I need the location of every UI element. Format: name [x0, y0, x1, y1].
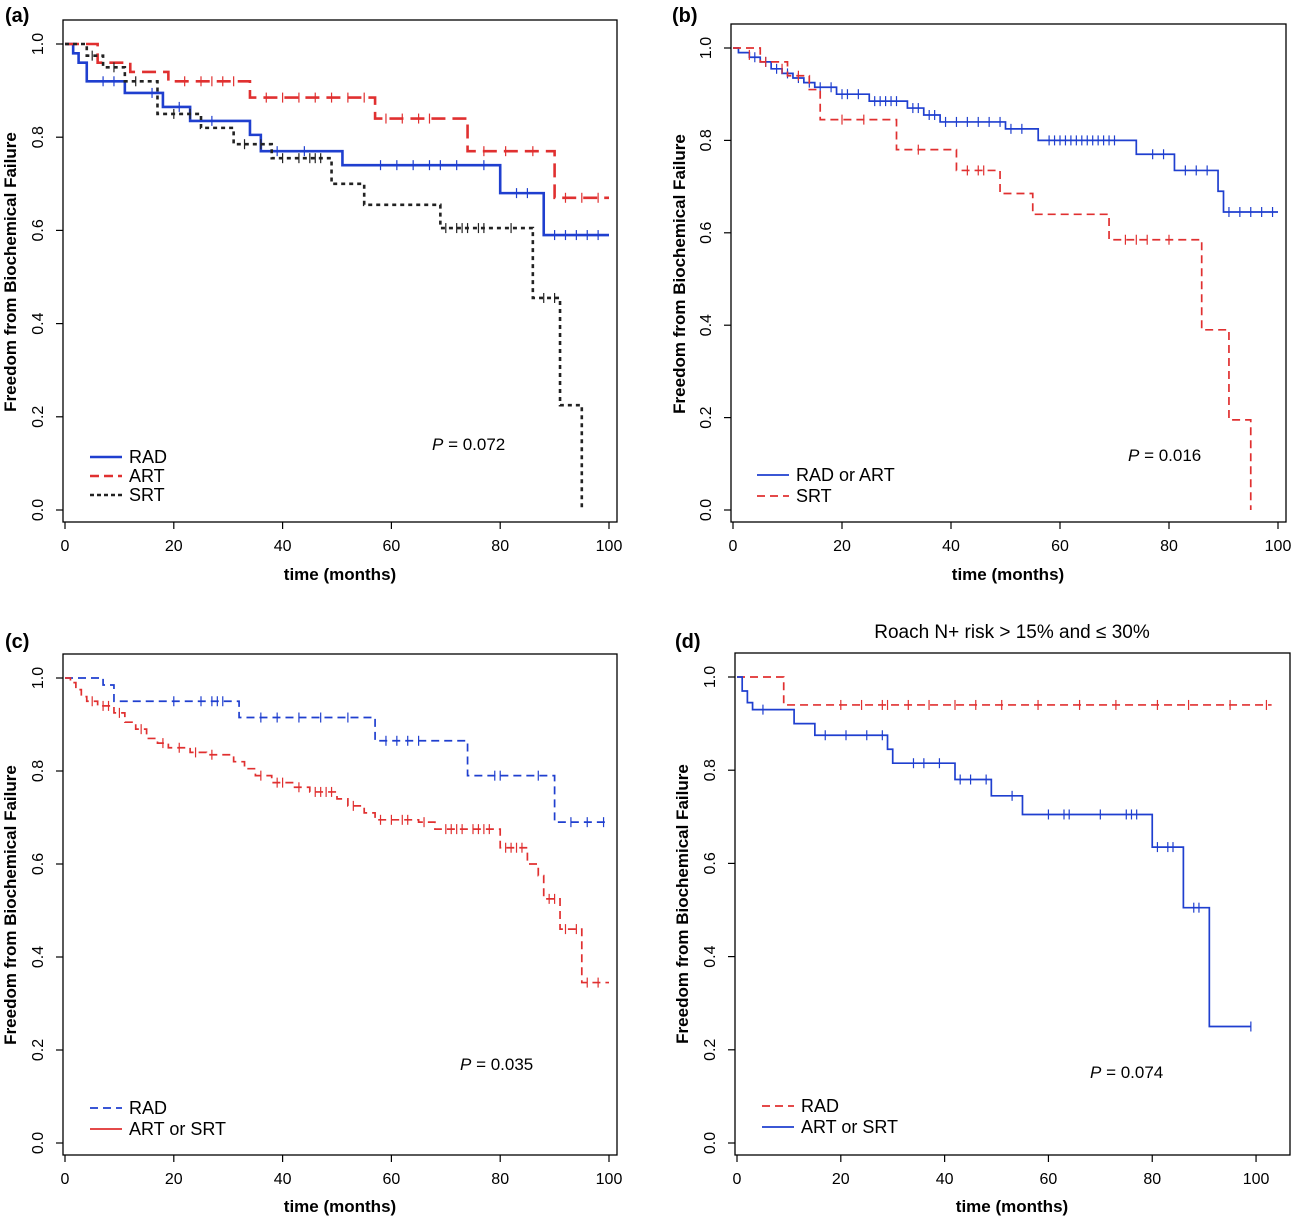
- p-value-text: = 0.035: [471, 1055, 533, 1074]
- x-tick-label: 60: [383, 538, 401, 555]
- y-tick-label: 0.6: [702, 852, 719, 874]
- x-tick-label: 60: [383, 1171, 401, 1188]
- x-tick-label: 20: [165, 1171, 183, 1188]
- x-tick-label: 20: [833, 538, 851, 555]
- x-tick-label: 80: [491, 538, 509, 555]
- x-tick-label: 60: [1040, 1171, 1058, 1188]
- y-tick-label: 0.8: [30, 126, 47, 148]
- x-tick-label: 100: [596, 1171, 623, 1188]
- panel-a: (a) Freedom from Biochemical Failure time …: [1, 5, 622, 584]
- series-line-srt: [733, 47, 1252, 510]
- x-axis-label: time (months): [284, 565, 396, 584]
- x-axis-label: time (months): [952, 565, 1064, 584]
- p-value-symbol: P: [460, 1055, 472, 1074]
- y-axis-label: Freedom from Biochemical Failure: [670, 134, 689, 414]
- y-tick-label: 0.2: [30, 406, 47, 428]
- y-axis-label: Freedom from Biochemical Failure: [1, 132, 20, 412]
- panel-label: (b): [672, 5, 698, 27]
- legend-label: RAD: [801, 1096, 839, 1116]
- legend-label: SRT: [796, 486, 832, 506]
- legend-label: SRT: [129, 485, 165, 505]
- series-line-art-or-srt: [65, 677, 609, 984]
- x-axis-label: time (months): [956, 1197, 1068, 1216]
- series-line-rad-or-art: [733, 47, 1278, 213]
- p-value-text: = 0.016: [1139, 446, 1201, 465]
- legend-label: RAD or ART: [796, 465, 895, 485]
- p-value-symbol: P: [432, 435, 444, 454]
- x-tick-label: 80: [1143, 1171, 1161, 1188]
- x-tick-label: 20: [832, 1171, 850, 1188]
- panel-c: (c) Freedom from Biochemical Failure time …: [1, 631, 622, 1216]
- p-value-annotation: P = 0.035: [460, 1055, 533, 1074]
- x-tick-label: 0: [729, 538, 738, 555]
- y-axis-label: Freedom from Biochemical Failure: [673, 764, 692, 1044]
- panel-label: (a): [5, 5, 29, 27]
- x-tick-label: 40: [274, 538, 292, 555]
- legend-label: ART or SRT: [801, 1117, 898, 1137]
- y-tick-label: 0.0: [702, 1132, 719, 1154]
- y-tick-label: 0.2: [30, 1039, 47, 1061]
- y-tick-label: 0.6: [698, 222, 715, 244]
- panel-label: (c): [5, 631, 29, 653]
- x-tick-label: 80: [1160, 538, 1178, 555]
- panel-d: (d) Roach N+ risk > 15% and ≤ 30% Freedom …: [673, 622, 1291, 1216]
- x-tick-label: 100: [1265, 538, 1292, 555]
- p-value-annotation: P = 0.074: [1090, 1063, 1163, 1082]
- y-tick-label: 0.4: [30, 946, 47, 968]
- x-tick-label: 40: [274, 1171, 292, 1188]
- x-tick-label: 80: [491, 1171, 509, 1188]
- p-value-annotation: P = 0.016: [1128, 446, 1201, 465]
- legend-label: RAD: [129, 447, 167, 467]
- p-value-text: = 0.074: [1101, 1063, 1163, 1082]
- y-tick-label: 1.0: [30, 667, 47, 689]
- y-tick-label: 0.0: [30, 499, 47, 521]
- y-tick-label: 0.6: [30, 219, 47, 241]
- x-tick-label: 40: [942, 538, 960, 555]
- panel-b: (b) Freedom from Biochemical Failure time …: [670, 5, 1291, 584]
- p-value-text: = 0.072: [443, 435, 505, 454]
- series-line-art-or-srt: [737, 676, 1251, 1028]
- p-value-symbol: P: [1090, 1063, 1102, 1082]
- y-tick-label: 0.2: [698, 406, 715, 428]
- plot-frame: [734, 652, 1291, 1156]
- y-tick-label: 0.6: [30, 853, 47, 875]
- plot-frame: [730, 23, 1287, 523]
- y-tick-label: 0.4: [702, 945, 719, 967]
- y-tick-label: 0.8: [698, 129, 715, 151]
- x-tick-label: 0: [61, 538, 70, 555]
- legend-label: RAD: [129, 1098, 167, 1118]
- plot-frame: [62, 19, 618, 523]
- x-tick-label: 100: [1243, 1171, 1270, 1188]
- p-value-symbol: P: [1128, 446, 1140, 465]
- y-tick-label: 1.0: [30, 33, 47, 55]
- x-tick-label: 20: [165, 538, 183, 555]
- series-line-art: [65, 42, 609, 200]
- legend-label: ART: [129, 466, 165, 486]
- y-axis-label: Freedom from Biochemical Failure: [1, 765, 20, 1045]
- plot-frame: [62, 653, 618, 1156]
- x-tick-label: 60: [1051, 538, 1069, 555]
- series-line-rad: [65, 677, 609, 823]
- x-tick-label: 40: [936, 1171, 954, 1188]
- p-value-annotation: P = 0.072: [432, 435, 505, 454]
- legend-label: ART or SRT: [129, 1119, 226, 1139]
- y-tick-label: 0.0: [698, 499, 715, 521]
- x-tick-label: 100: [596, 538, 623, 555]
- x-axis-label: time (months): [284, 1197, 396, 1216]
- y-tick-label: 1.0: [702, 666, 719, 688]
- y-tick-label: 0.0: [30, 1132, 47, 1154]
- y-tick-label: 1.0: [698, 37, 715, 59]
- y-tick-label: 0.8: [30, 760, 47, 782]
- y-tick-label: 0.4: [698, 314, 715, 336]
- y-tick-label: 0.2: [702, 1039, 719, 1061]
- series-line-srt: [65, 42, 584, 510]
- panel-label: (d): [675, 631, 701, 653]
- series-line-rad: [737, 676, 1272, 706]
- panel-title: Roach N+ risk > 15% and ≤ 30%: [874, 622, 1150, 643]
- x-tick-label: 0: [61, 1171, 70, 1188]
- y-tick-label: 0.4: [30, 312, 47, 334]
- x-tick-label: 0: [733, 1171, 742, 1188]
- y-tick-label: 0.8: [702, 759, 719, 781]
